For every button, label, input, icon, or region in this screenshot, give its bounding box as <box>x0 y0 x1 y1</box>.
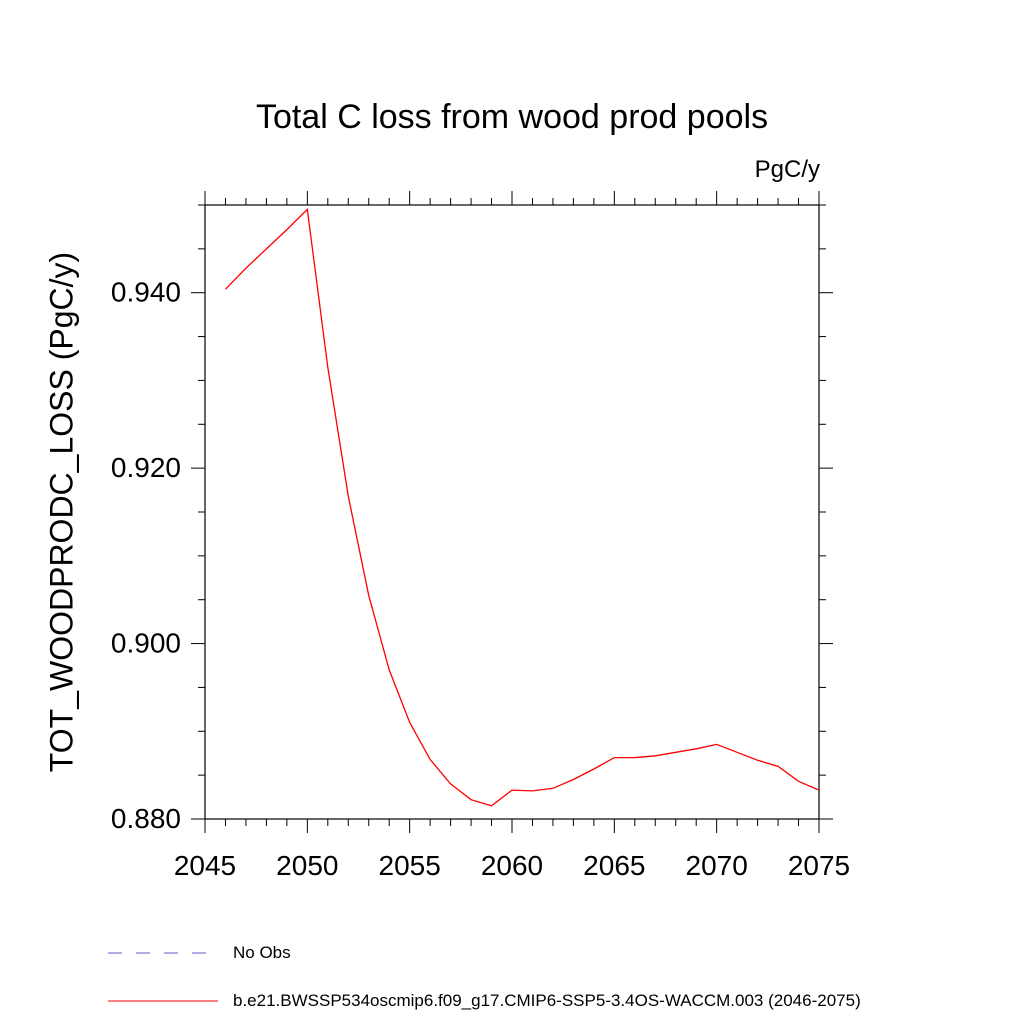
x-tick-label: 2065 <box>583 850 645 881</box>
x-tick-label: 2060 <box>481 850 543 881</box>
y-tick-label: 0.900 <box>111 628 181 659</box>
series-line <box>225 208 820 807</box>
legend-label-series: b.e21.BWSSP534oscmip6.f09_g17.CMIP6-SSP5… <box>233 991 861 1010</box>
x-tick-label: 2045 <box>174 850 236 881</box>
units-label: PgC/y <box>754 156 820 183</box>
chart-title: Total C loss from wood prod pools <box>255 98 769 136</box>
plot-frame <box>204 204 820 820</box>
x-tick-label: 2050 <box>276 850 338 881</box>
x-tick-label: 2055 <box>379 850 441 881</box>
y-tick-label: 0.920 <box>111 452 181 483</box>
y-tick-label: 0.880 <box>111 803 181 834</box>
y-tick-label: 0.940 <box>111 277 181 308</box>
y-axis-label: TOT_WOODPRODC_LOSS (PgC/y) <box>43 251 80 773</box>
x-tick-label: 2070 <box>686 850 748 881</box>
legend-label-no-obs: No Obs <box>233 943 291 962</box>
x-tick-label: 2075 <box>788 850 850 881</box>
